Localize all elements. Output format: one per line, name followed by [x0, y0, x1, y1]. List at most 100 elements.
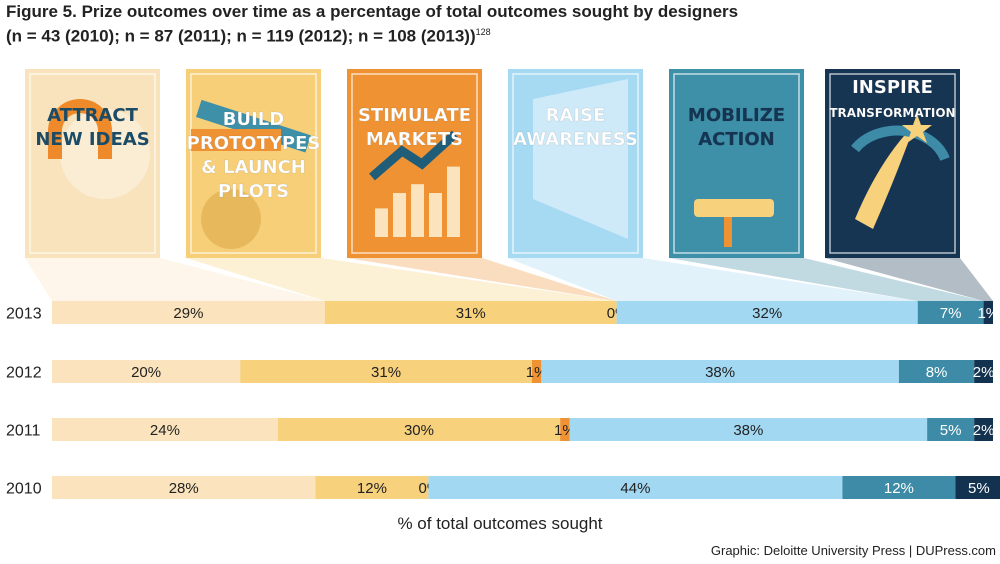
poster-background: [508, 69, 643, 258]
bar-segment: [927, 418, 975, 441]
bar-segment: [52, 418, 278, 441]
data-label: 5%: [968, 480, 990, 497]
data-label: 7%: [940, 305, 962, 322]
data-label: 1%: [977, 305, 999, 322]
poster-background: [25, 69, 160, 258]
data-label: 31%: [371, 364, 401, 381]
poster-text-line: & LAUNCH: [201, 157, 306, 178]
bar-segment: [974, 360, 993, 383]
poster-attract: ATTRACT NEW IDEAS: [25, 69, 160, 258]
bar-segment: [428, 476, 843, 499]
connector-fan: [669, 258, 984, 301]
bar-segment: [531, 360, 542, 383]
bar-segment: [52, 476, 316, 499]
poster-border: [673, 73, 800, 254]
megaphone-icon: [533, 79, 628, 239]
poster-text-line: PILOTS: [218, 181, 289, 202]
poster-build: BUILD PROTOTYPES & LAUNCH PILOTS: [186, 69, 321, 258]
poster-text-line: MOBILIZE: [688, 105, 785, 126]
connector-fan: [186, 258, 617, 301]
paint-roller-icon: [694, 199, 774, 247]
data-label: 2%: [973, 422, 995, 439]
connector-fan: [347, 258, 617, 301]
data-label: 12%: [357, 480, 387, 497]
star-shape: [902, 114, 932, 143]
data-label: 2%: [973, 364, 995, 381]
bar-segment: [974, 418, 993, 441]
data-label: 12%: [884, 480, 914, 497]
y-tick-label: 2011: [6, 423, 41, 440]
data-label: 30%: [404, 422, 434, 439]
bar-segment: [898, 360, 975, 383]
roller-handle-shape: [724, 217, 732, 247]
bar-segment: [541, 360, 899, 383]
data-label: 31%: [456, 305, 486, 322]
bar-row-2011: 2011 24% 30% 1% 38% 5% 2%: [6, 418, 994, 441]
poster-text-line: STIMULATE: [358, 105, 471, 126]
poster-background: [669, 69, 804, 258]
poster-connector-fans: [25, 258, 993, 301]
data-label: 32%: [752, 305, 782, 322]
bar-segment: [983, 301, 993, 324]
y-tick-label: 2010: [6, 481, 42, 498]
magnet-shape: [48, 99, 112, 159]
growth-bar-shape: [429, 193, 442, 237]
poster-stimulate: STIMULATE MARKETS: [347, 69, 482, 258]
data-label: 44%: [620, 480, 650, 497]
connector-fan: [508, 258, 918, 301]
bar-segment: [616, 301, 918, 324]
poster-text-line: RAISE: [546, 105, 606, 126]
bar-segment: [315, 476, 429, 499]
growth-bar-shape: [375, 208, 388, 237]
wrench-gear-icon: [191, 99, 311, 249]
title-line-1: Figure 5. Prize outcomes over time as a …: [6, 2, 739, 21]
data-label: 28%: [169, 480, 199, 497]
poster-text-line: AWARENESS: [513, 129, 638, 150]
swoosh-shape: [851, 125, 950, 161]
poster-border: [190, 73, 317, 254]
x-axis-label: % of total outcomes sought: [397, 514, 603, 533]
comet-shape: [855, 124, 915, 229]
connector-fan: [25, 258, 325, 301]
wrench-shape: [191, 129, 281, 151]
bar-row-2012: 2012 20% 31% 1% 38% 8% 2%: [6, 360, 994, 383]
poster-border: [351, 73, 478, 254]
poster-border: [512, 73, 639, 254]
poster-inspire: INSPIRE TRANSFORMATION: [825, 69, 960, 258]
bar-segment: [240, 360, 532, 383]
poster-text-line: NEW IDEAS: [35, 129, 149, 150]
data-label: 38%: [705, 364, 735, 381]
bar-segment: [52, 301, 325, 324]
poster-raise: RAISE AWARENESS: [508, 69, 643, 258]
bar-segment: [569, 418, 928, 441]
connector-fan: [825, 258, 993, 301]
bar-segment: [917, 301, 984, 324]
data-label: 38%: [733, 422, 763, 439]
poster-border: [29, 73, 156, 254]
growth-bar-shape: [447, 166, 460, 237]
bar-segment: [955, 476, 1000, 499]
bar-segment: [842, 476, 956, 499]
poster-text-line: PROTOTYPES: [187, 133, 321, 154]
y-tick-label: 2012: [6, 365, 42, 382]
bar-segment: [324, 301, 617, 324]
title-line-2: (n = 43 (2010); n = 87 (2011); n = 119 (…: [6, 22, 738, 47]
data-label: 20%: [131, 364, 161, 381]
y-tick-label: 2013: [6, 306, 42, 323]
growth-bar-shape: [393, 193, 406, 237]
wrench-shape: [196, 99, 311, 153]
data-label: 24%: [150, 422, 180, 439]
poster-text-line: INSPIRE: [852, 77, 933, 98]
poster-text-line: MARKETS: [366, 129, 463, 150]
roller-shape: [694, 199, 774, 217]
poster-text-line: TRANSFORMATION: [829, 106, 955, 120]
chart-title: Figure 5. Prize outcomes over time as a …: [6, 2, 738, 47]
poster-mobilize: MOBILIZE ACTION: [669, 69, 804, 258]
poster-text-line: ACTION: [698, 129, 774, 150]
poster-text-line: ATTRACT: [47, 105, 139, 126]
bar-segment: [52, 360, 241, 383]
bar-segment: [277, 418, 561, 441]
